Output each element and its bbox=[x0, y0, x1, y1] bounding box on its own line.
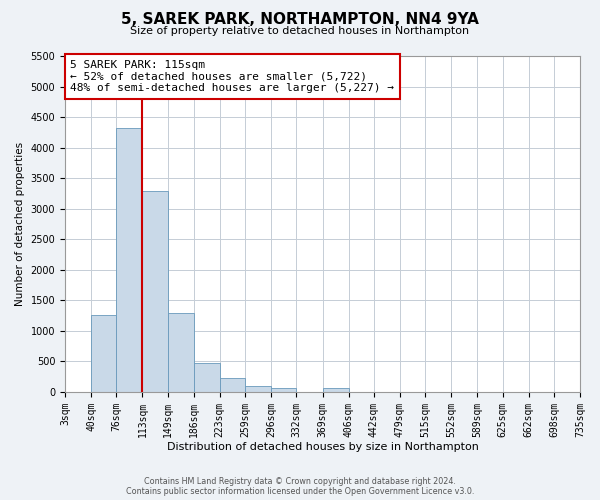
Bar bbox=[116, 128, 142, 392]
Text: 5 SAREK PARK: 115sqm
← 52% of detached houses are smaller (5,722)
48% of semi-de: 5 SAREK PARK: 115sqm ← 52% of detached h… bbox=[70, 60, 394, 93]
X-axis label: Distribution of detached houses by size in Northampton: Distribution of detached houses by size … bbox=[167, 442, 478, 452]
Bar bbox=[168, 314, 194, 392]
Bar bbox=[220, 378, 245, 392]
Text: Size of property relative to detached houses in Northampton: Size of property relative to detached ho… bbox=[130, 26, 470, 36]
Bar bbox=[271, 388, 296, 392]
Bar bbox=[245, 386, 271, 392]
Bar bbox=[194, 364, 220, 392]
Text: Contains HM Land Registry data © Crown copyright and database right 2024.
Contai: Contains HM Land Registry data © Crown c… bbox=[126, 476, 474, 496]
Bar bbox=[323, 388, 349, 392]
Text: 5, SAREK PARK, NORTHAMPTON, NN4 9YA: 5, SAREK PARK, NORTHAMPTON, NN4 9YA bbox=[121, 12, 479, 28]
Bar bbox=[142, 192, 168, 392]
Bar bbox=[91, 314, 116, 392]
Y-axis label: Number of detached properties: Number of detached properties bbox=[15, 142, 25, 306]
